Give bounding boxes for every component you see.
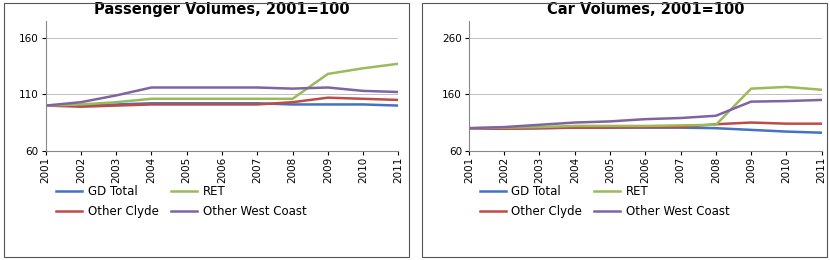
- Title: Car Volumes, 2001=100: Car Volumes, 2001=100: [547, 2, 744, 17]
- Legend: GD Total, Other Clyde, RET, Other West Coast: GD Total, Other Clyde, RET, Other West C…: [51, 180, 311, 223]
- Title: Passenger Volumes, 2001=100: Passenger Volumes, 2001=100: [95, 2, 349, 17]
- Legend: GD Total, Other Clyde, RET, Other West Coast: GD Total, Other Clyde, RET, Other West C…: [475, 180, 735, 223]
